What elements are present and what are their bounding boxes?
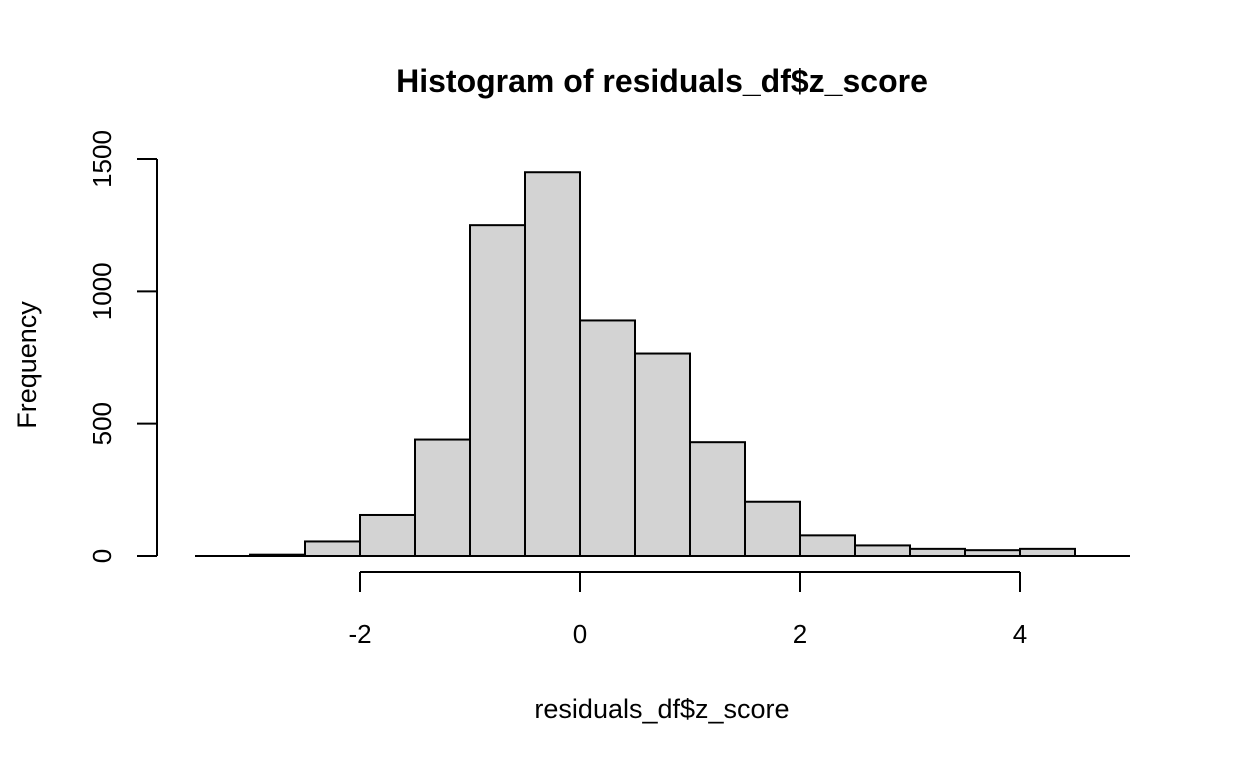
y-tick-label: 500: [87, 402, 117, 445]
x-axis: -2 0 2 4: [348, 571, 1027, 649]
y-tick-label: 1500: [87, 130, 117, 188]
y-axis-label: Frequency: [12, 301, 42, 429]
histogram-bar: [1019, 547, 1076, 558]
x-tick-label: 0: [573, 619, 587, 649]
histogram-bar: [689, 441, 746, 557]
histogram-bar: [579, 319, 636, 557]
x-tick-label: 2: [793, 619, 807, 649]
histogram-bar: [909, 547, 966, 558]
histogram-bar: [854, 544, 911, 557]
x-tick-label: 4: [1013, 619, 1027, 649]
histogram-bar: [359, 513, 416, 558]
bars-group: [249, 171, 1076, 558]
histogram-bar: [634, 352, 691, 557]
histogram-bar: [469, 224, 526, 558]
histogram-bar: [799, 534, 856, 558]
histogram-bar: [304, 540, 361, 558]
x-tick-label: -2: [348, 619, 371, 649]
histogram-bar: [524, 171, 581, 557]
chart-title: Histogram of residuals_df$z_score: [396, 63, 928, 99]
y-tick-label: 0: [87, 549, 117, 563]
histogram-bar: [414, 438, 471, 557]
x-axis-label: residuals_df$z_score: [534, 694, 789, 724]
y-axis: 0 500 1000 1500: [87, 130, 158, 563]
y-tick-label: 1000: [87, 262, 117, 320]
histogram-bar: [744, 500, 801, 558]
